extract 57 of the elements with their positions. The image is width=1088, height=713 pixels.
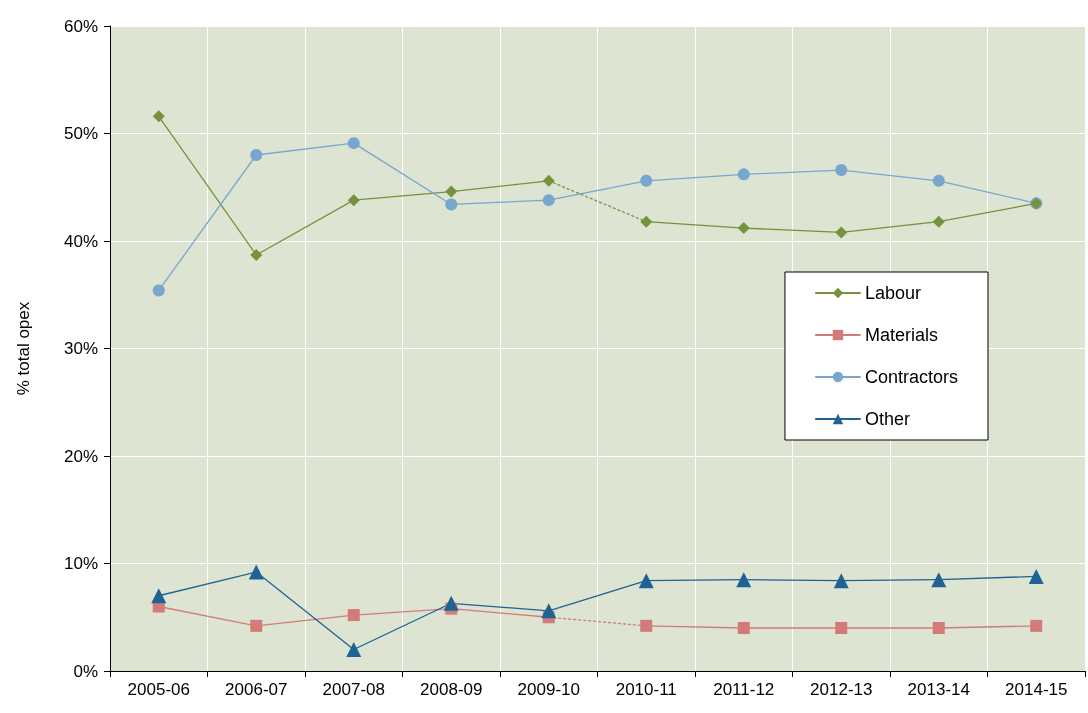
legend-label: Other: [864, 409, 910, 429]
x-tick-label: 2006-07: [225, 680, 288, 699]
point: [250, 149, 263, 161]
x-tick-label: 2014-15: [1005, 680, 1068, 699]
y-tick-label: 60%: [63, 16, 98, 36]
point: [346, 642, 362, 657]
point: [932, 215, 945, 228]
point: [445, 185, 458, 198]
y-tick-label: 40%: [63, 231, 98, 251]
point: [833, 573, 849, 589]
point: [445, 198, 458, 211]
point: [835, 164, 848, 177]
point: [931, 572, 947, 588]
point: [835, 226, 848, 239]
y-tick-label: 0%: [73, 661, 98, 681]
x-tick-label: 2010-11: [615, 680, 677, 699]
point: [347, 194, 360, 207]
point: [737, 222, 750, 235]
point: [1028, 568, 1044, 584]
point: [638, 573, 654, 589]
x-tick-label: 2012-13: [810, 680, 873, 699]
point: [1030, 619, 1043, 632]
point: [443, 595, 459, 611]
point: [542, 174, 555, 187]
point: [347, 137, 360, 150]
x-tick-label: 2011-12: [713, 680, 775, 699]
point: [737, 622, 750, 634]
point: [250, 248, 263, 261]
x-tick-label: 2008-09: [420, 680, 483, 699]
legend-label: Materials: [864, 325, 938, 345]
point: [542, 194, 555, 207]
x-tick-label: 2005-06: [127, 680, 190, 699]
y-tick-label: 50%: [63, 124, 98, 143]
y-axis-title: % total opex: [14, 301, 33, 396]
y-tick-label: 10%: [63, 554, 98, 573]
x-tick-label: 2013-14: [907, 680, 970, 699]
point: [640, 215, 653, 228]
point: [541, 603, 557, 619]
point: [932, 174, 945, 187]
point: [248, 564, 264, 580]
point: [151, 588, 167, 604]
y-tick-label: 30%: [63, 339, 98, 358]
x-tick-label: 2009-10: [517, 680, 580, 699]
point: [152, 110, 165, 123]
point: [152, 284, 165, 297]
point: [736, 572, 752, 588]
point: [737, 168, 750, 181]
point: [932, 622, 945, 634]
x-tick-label: 2007-08: [322, 680, 385, 699]
point: [347, 609, 360, 622]
point: [640, 619, 653, 632]
point: [250, 619, 263, 632]
legend-label: Labour: [864, 283, 922, 303]
legend-label: Contractors: [864, 367, 959, 387]
point: [835, 622, 848, 634]
y-tick-label: 20%: [63, 446, 98, 466]
point: [640, 174, 653, 187]
